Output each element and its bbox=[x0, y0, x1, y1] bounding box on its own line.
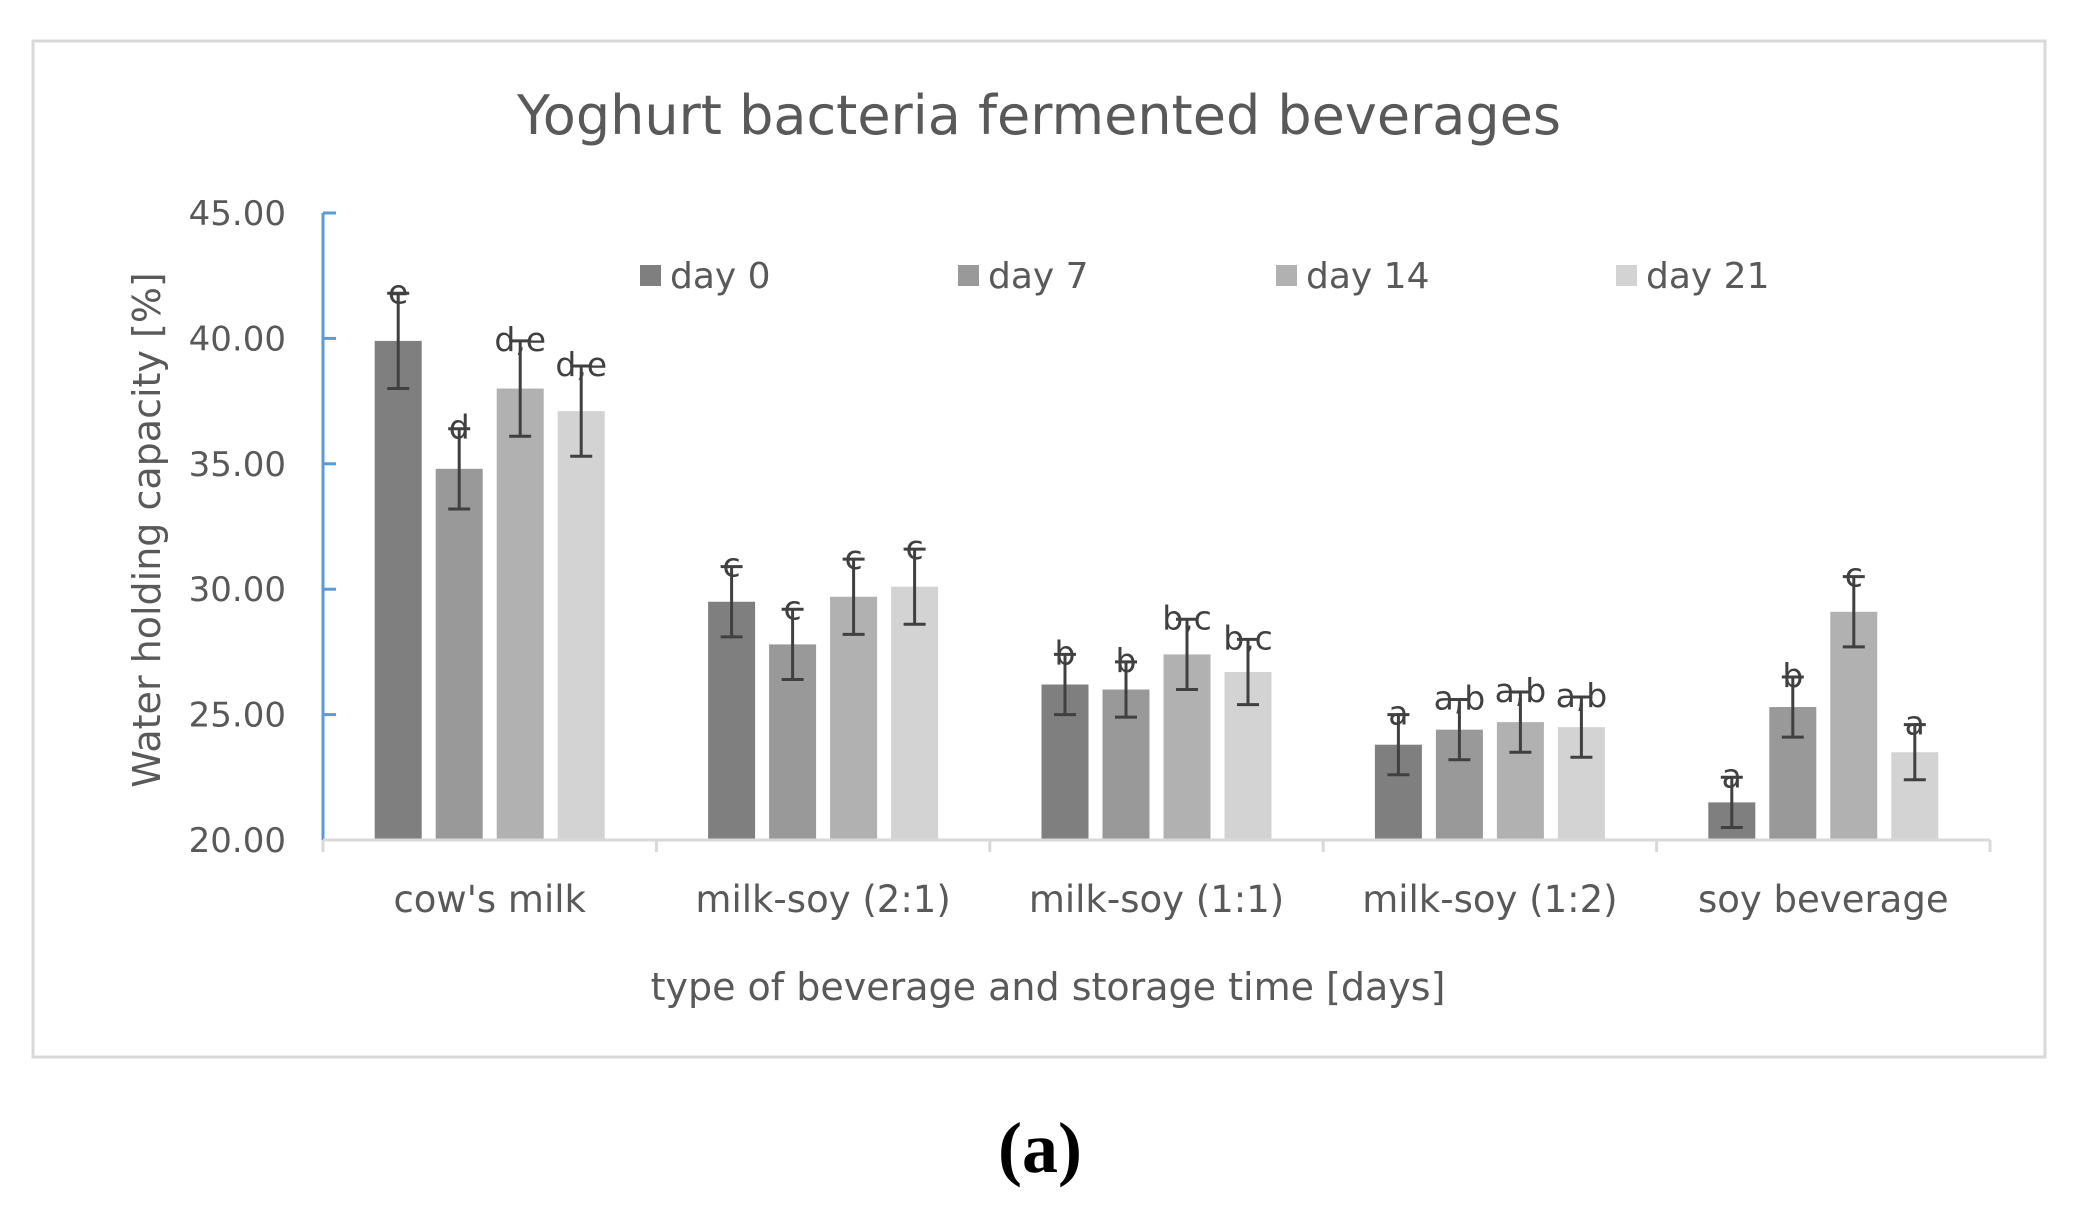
panel-label: (a) bbox=[998, 1108, 1082, 1188]
chart-border bbox=[31, 39, 2047, 1059]
significance-label: b,c bbox=[1162, 598, 1212, 637]
significance-label: c bbox=[845, 538, 863, 577]
significance-label: a,b bbox=[1495, 671, 1547, 710]
significance-label: b bbox=[1055, 633, 1076, 672]
legend-swatch bbox=[640, 265, 661, 286]
legend-label: day 21 bbox=[1646, 256, 1769, 297]
significance-label: b bbox=[1116, 641, 1137, 680]
category-label: soy beverage bbox=[1698, 878, 1949, 921]
significance-label: c bbox=[723, 546, 741, 585]
category-label: milk-soy (2:1) bbox=[695, 878, 950, 921]
legend-label: day 0 bbox=[670, 256, 771, 297]
chart-title: Yoghurt bacteria fermented beverages bbox=[516, 84, 1561, 147]
bar bbox=[374, 340, 422, 840]
significance-label: a bbox=[1388, 694, 1408, 733]
legend-label: day 7 bbox=[988, 256, 1089, 297]
category-label: milk-soy (1:2) bbox=[1362, 878, 1617, 921]
significance-label: d,e bbox=[494, 320, 546, 359]
significance-label: c bbox=[906, 528, 924, 567]
significance-label: d,e bbox=[555, 345, 607, 384]
significance-label: d bbox=[449, 408, 470, 447]
y-tick-label: 30.00 bbox=[189, 570, 286, 610]
category-label: cow's milk bbox=[393, 878, 586, 921]
bar bbox=[708, 601, 756, 840]
y-tick-label: 40.00 bbox=[189, 319, 286, 359]
category-label: milk-soy (1:1) bbox=[1029, 878, 1284, 921]
legend-label: day 14 bbox=[1306, 256, 1429, 297]
bar bbox=[557, 411, 605, 840]
significance-label: c bbox=[1845, 556, 1863, 595]
bar bbox=[1830, 611, 1878, 840]
y-tick-label: 20.00 bbox=[189, 821, 286, 861]
significance-label: b,c bbox=[1223, 618, 1273, 657]
significance-label: c bbox=[784, 588, 802, 627]
legend-swatch bbox=[1616, 265, 1637, 286]
significance-label: a,b bbox=[1556, 676, 1608, 715]
bar bbox=[496, 388, 544, 840]
significance-label: a bbox=[1722, 756, 1742, 795]
bar bbox=[830, 596, 878, 840]
significance-label: a bbox=[1905, 704, 1925, 743]
y-tick-label: 35.00 bbox=[189, 445, 286, 485]
x-axis-title: type of beverage and storage time [days] bbox=[651, 965, 1446, 1009]
legend-swatch bbox=[958, 265, 979, 286]
bar bbox=[435, 468, 483, 840]
bar bbox=[891, 586, 939, 840]
significance-label: a,b bbox=[1434, 679, 1486, 718]
legend-swatch bbox=[1276, 265, 1297, 286]
significance-label: e bbox=[388, 272, 408, 311]
y-axis-title: Water holding capacity [%] bbox=[125, 272, 169, 788]
significance-label: b bbox=[1782, 656, 1803, 695]
y-tick-label: 45.00 bbox=[189, 194, 286, 234]
y-tick-label: 25.00 bbox=[189, 696, 286, 736]
